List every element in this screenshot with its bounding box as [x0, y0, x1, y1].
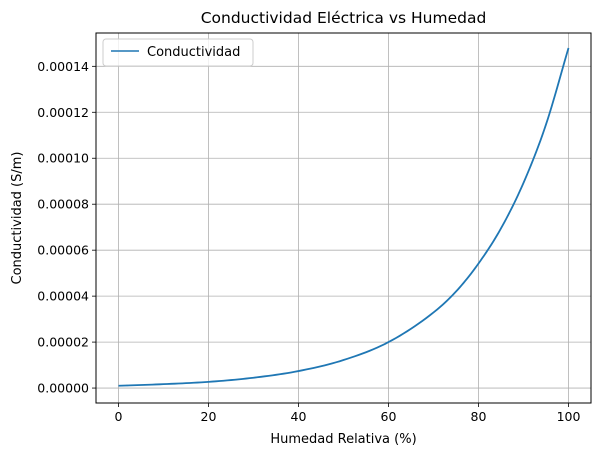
- x-tick-label: 20: [201, 409, 217, 424]
- y-tick-label: 0.00008: [37, 197, 89, 212]
- y-axis-title: Conductividad (S/m): [10, 152, 25, 285]
- x-tick-label: 80: [471, 409, 487, 424]
- y-tick-label: 0.00000: [37, 381, 89, 396]
- series-layer: [118, 47, 570, 387]
- y-tick-label: 0.00002: [37, 335, 89, 350]
- x-tick-label: 60: [381, 409, 397, 424]
- plot-frame: [95, 32, 592, 404]
- y-tick-label: 0.00006: [37, 243, 89, 258]
- x-ticks-layer: 0 20 40 60 80 100: [115, 403, 581, 424]
- y-tick-label: 0.00012: [37, 105, 89, 120]
- x-tick-label: 0: [115, 409, 123, 424]
- y-ticks-layer: 0.00000 0.00002 0.00004 0.00006 0.00008 0.000…: [37, 59, 96, 396]
- chart-title: Conductividad Eléctrica vs Humedad: [201, 9, 487, 27]
- x-tick-label: 40: [291, 409, 307, 424]
- y-tick-label: 0.00004: [37, 289, 89, 304]
- legend: Conductividad: [102, 38, 254, 67]
- y-tick-label: 0.00014: [37, 59, 89, 74]
- y-tick-label: 0.00010: [37, 151, 89, 166]
- x-axis-title: Humedad Relativa (%): [270, 432, 416, 447]
- grid-layer: [96, 33, 591, 403]
- x-tick-label: 100: [557, 409, 581, 424]
- legend-box: [102, 38, 254, 67]
- legend-label: Conductividad: [147, 45, 240, 60]
- series-line-conductividad: [118, 47, 570, 387]
